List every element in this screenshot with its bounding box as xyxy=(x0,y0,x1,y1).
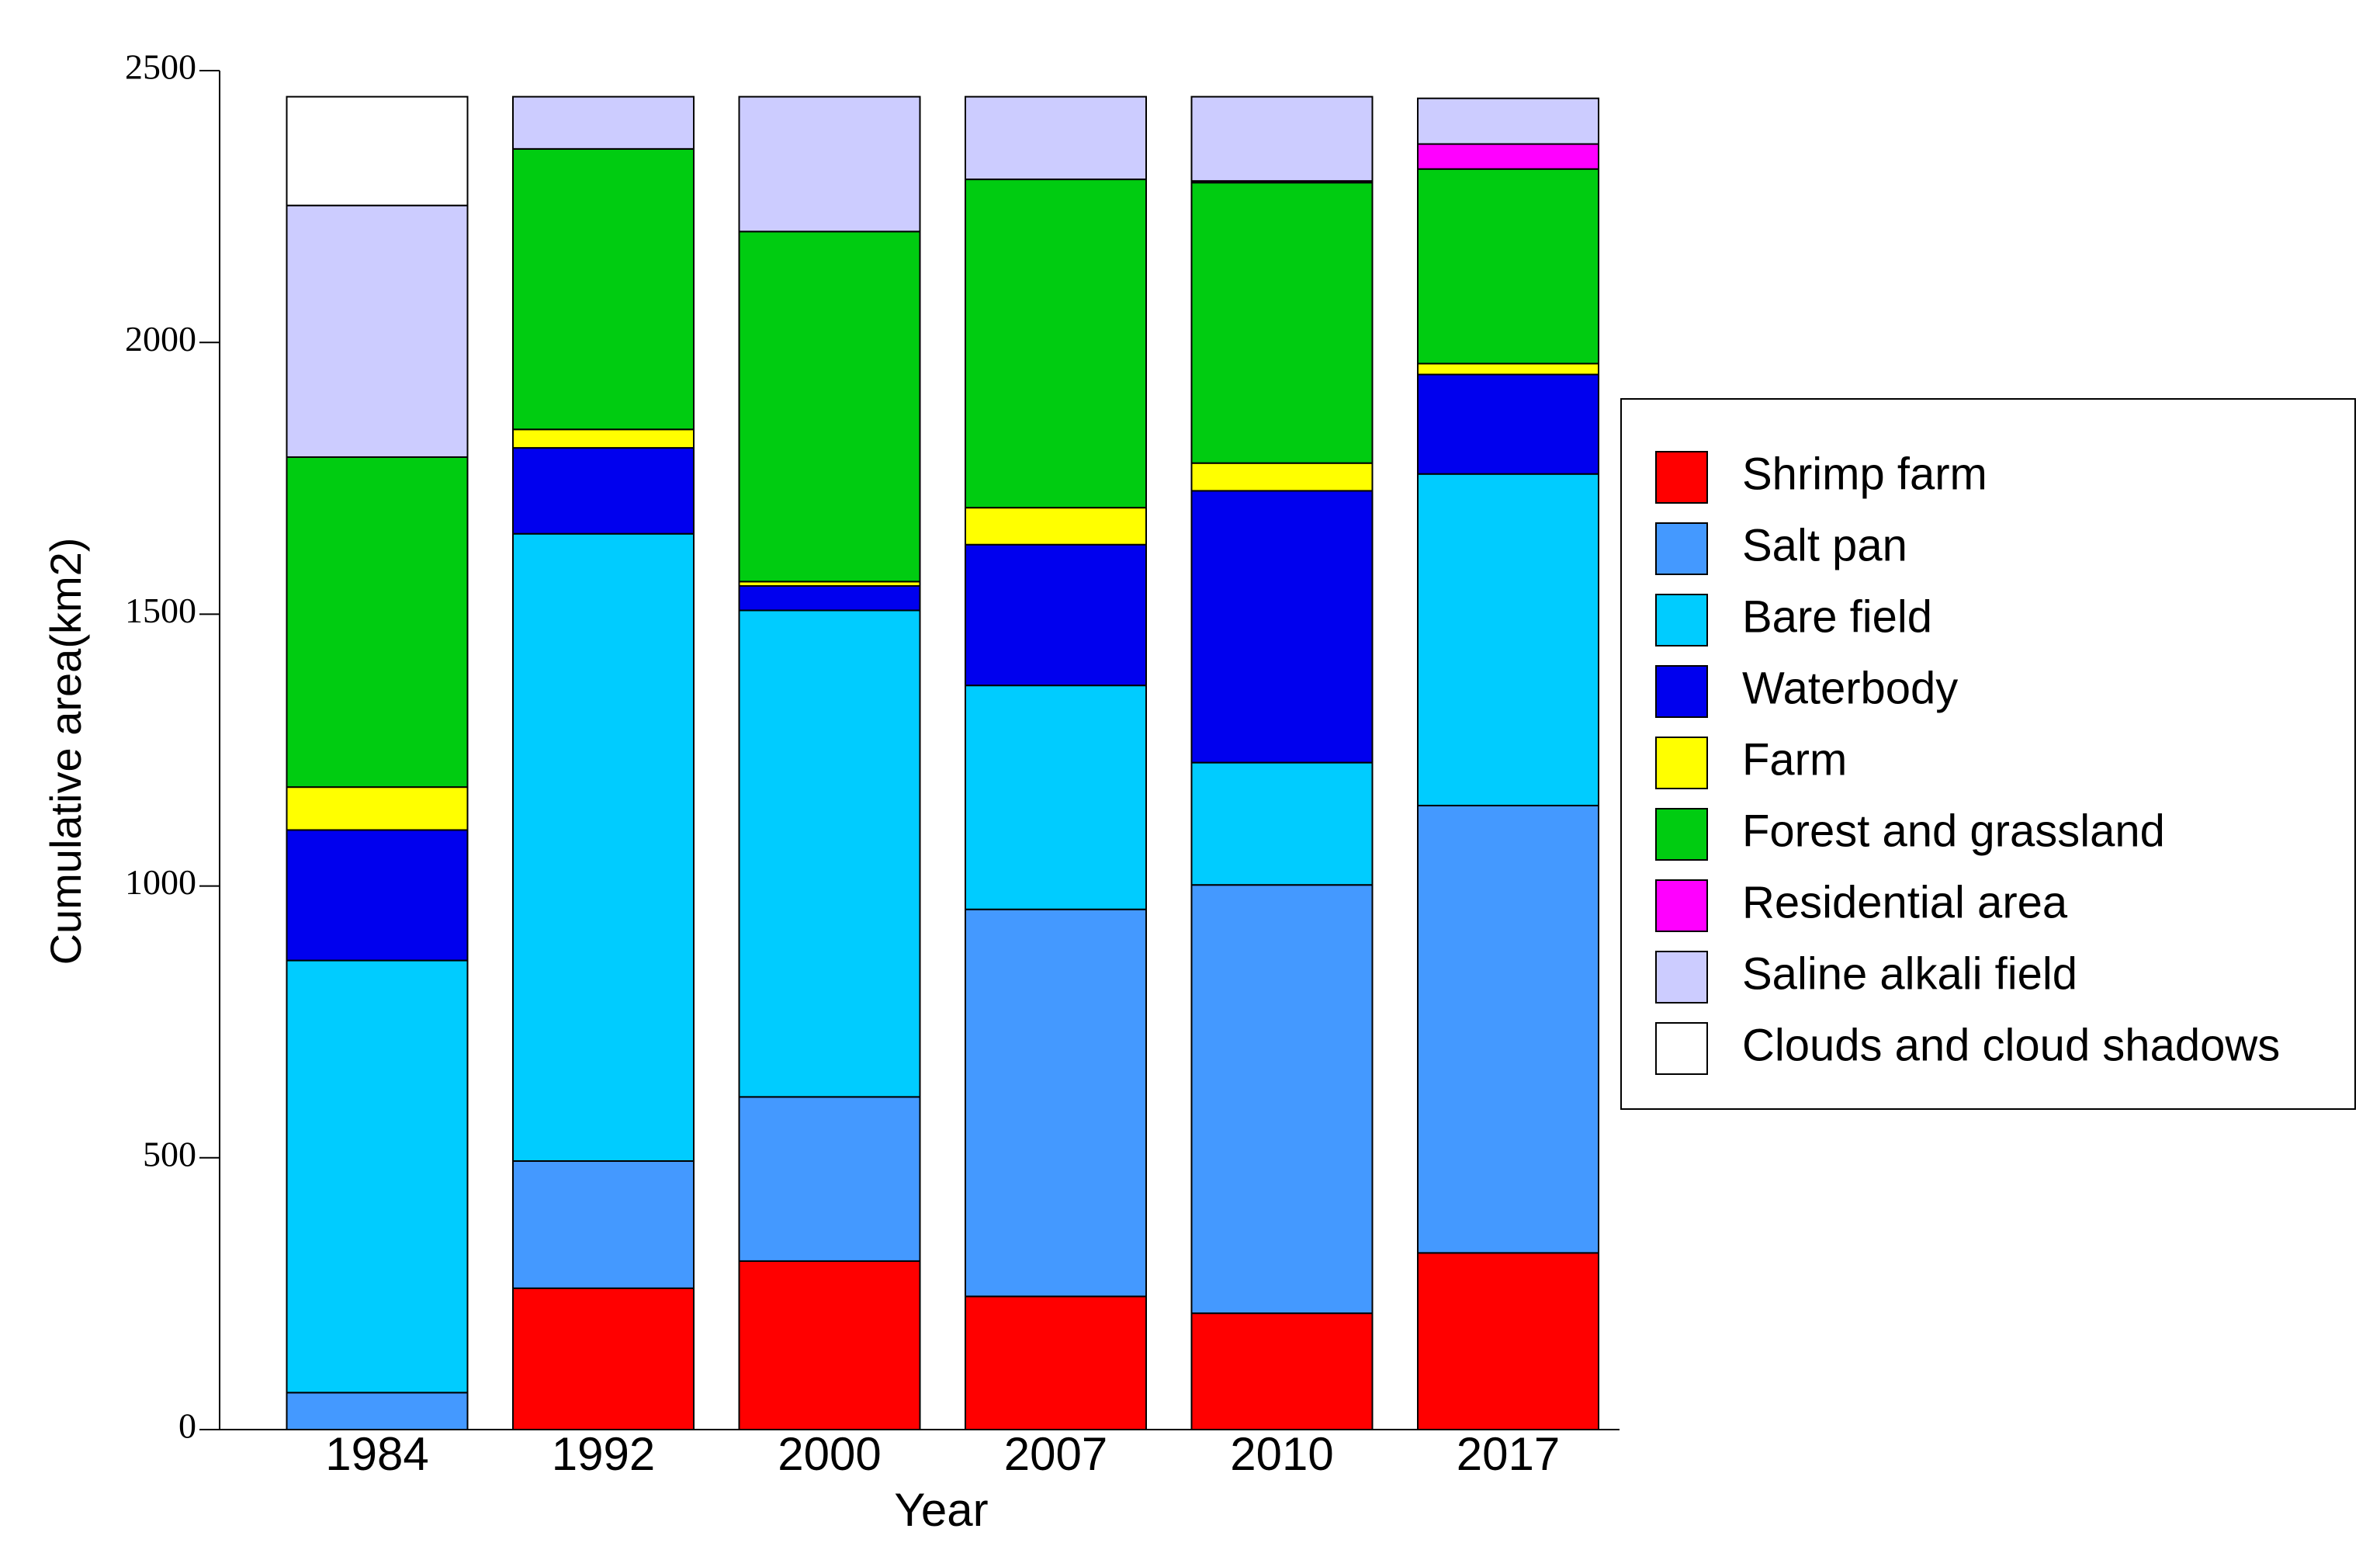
bar-segment xyxy=(512,1287,695,1430)
legend-label: Clouds and cloud shadows xyxy=(1742,1020,2280,1070)
bar-segment xyxy=(512,95,695,150)
bar-segment xyxy=(738,95,921,233)
bar-segment xyxy=(1417,373,1599,475)
bar-segment xyxy=(1417,362,1599,376)
bar-segment xyxy=(512,428,695,449)
bar-segment xyxy=(965,1295,1147,1430)
bar-segment xyxy=(1190,884,1374,1315)
bar-segment xyxy=(1190,1312,1374,1430)
bar-segment xyxy=(512,147,695,431)
legend-label: Waterbody xyxy=(1742,663,1958,713)
bar-segment xyxy=(965,685,1147,910)
y-tick-label: 0 xyxy=(178,1406,196,1446)
bar-segment xyxy=(1190,95,1374,182)
bar-segment xyxy=(286,456,469,789)
bar-segment xyxy=(738,1096,921,1262)
x-tick-label: 1992 xyxy=(552,1428,655,1480)
bar-segment xyxy=(512,1160,695,1289)
bar-segment xyxy=(286,1392,469,1431)
bar-segment xyxy=(965,95,1147,181)
bar-segment xyxy=(512,532,695,1163)
legend-label: Shrimp farm xyxy=(1742,449,1987,499)
legend-swatch xyxy=(1655,879,1708,932)
legend-swatch xyxy=(1655,808,1708,861)
legend-swatch xyxy=(1655,951,1708,1004)
y-axis-label: Cumulative area(km2) xyxy=(41,538,90,965)
legend-label: Farm xyxy=(1742,734,1847,785)
legend-swatch xyxy=(1655,665,1708,718)
legend-swatch xyxy=(1655,1022,1708,1075)
bar-segment xyxy=(1417,1252,1599,1430)
bar-segment xyxy=(738,584,921,612)
legend-swatch xyxy=(1655,451,1708,504)
bar-segment xyxy=(1190,490,1374,764)
legend-swatch xyxy=(1655,737,1708,789)
bar-segment xyxy=(1417,97,1599,145)
y-tick-label: 500 xyxy=(143,1134,196,1173)
legend-swatch xyxy=(1655,594,1708,646)
bar-segment xyxy=(965,543,1147,687)
y-tick-label: 2500 xyxy=(125,47,196,87)
bar-segment xyxy=(965,179,1147,509)
legend-label: Forest and grassland xyxy=(1742,806,2165,856)
legend-label: Salt pan xyxy=(1742,520,1907,570)
legend-label: Residential area xyxy=(1742,877,2068,927)
y-tick-label: 1000 xyxy=(125,862,196,902)
bar-segment xyxy=(1417,473,1599,806)
bar-segment xyxy=(965,507,1147,546)
bar-segment xyxy=(738,609,921,1098)
x-tick-label: 2010 xyxy=(1230,1428,1333,1480)
legend-label: Bare field xyxy=(1742,591,1932,642)
bar-segment xyxy=(286,204,469,458)
bar-segment xyxy=(738,231,921,583)
y-tick-label: 2000 xyxy=(125,319,196,359)
bar-segment xyxy=(286,786,469,831)
x-tick-label: 2007 xyxy=(1004,1428,1107,1480)
bar-segment xyxy=(738,1260,921,1430)
bar-segment xyxy=(1190,462,1374,492)
bar-segment xyxy=(1417,804,1599,1254)
bar-segment xyxy=(965,908,1147,1298)
bar-segment xyxy=(286,829,469,962)
legend-swatch xyxy=(1655,522,1708,575)
bar-segment xyxy=(1417,143,1599,170)
bar-segment xyxy=(286,959,469,1394)
bar-segment xyxy=(286,95,469,206)
x-axis-label: Year xyxy=(894,1484,988,1536)
legend-label: Saline alkali field xyxy=(1742,948,2077,999)
bar-segment xyxy=(1417,168,1599,365)
legend-box xyxy=(1620,398,2356,1110)
x-tick-label: 1984 xyxy=(325,1428,428,1480)
bar-segment xyxy=(1190,761,1374,886)
x-tick-label: 2017 xyxy=(1457,1428,1560,1480)
bar-segment xyxy=(1190,182,1374,464)
x-tick-label: 2000 xyxy=(778,1428,881,1480)
y-tick-label: 1500 xyxy=(125,591,196,630)
bar-segment xyxy=(512,447,695,535)
